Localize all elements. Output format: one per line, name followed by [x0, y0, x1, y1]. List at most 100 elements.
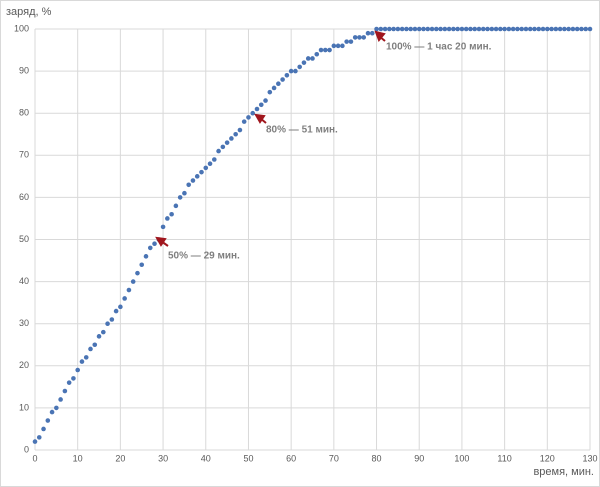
y-tick-label: 50	[19, 234, 29, 244]
x-tick-label: 110	[497, 453, 511, 463]
point	[36, 435, 42, 440]
point	[536, 26, 542, 32]
annotation: 80% — 51 мин.	[266, 125, 338, 136]
point	[378, 26, 384, 32]
point	[173, 203, 179, 209]
point	[314, 51, 320, 57]
point	[135, 270, 140, 276]
point	[476, 26, 482, 32]
annotation: 100% — 1 час 20 мин.	[386, 42, 492, 53]
point	[207, 161, 213, 167]
point	[220, 144, 226, 150]
point	[83, 355, 89, 360]
point	[58, 397, 63, 402]
point	[549, 26, 554, 32]
x-tick-label: 60	[286, 453, 296, 463]
y-tick-label: 60	[19, 192, 29, 202]
x-tick-label: 80	[372, 453, 382, 463]
points	[32, 26, 593, 444]
point	[130, 279, 136, 284]
y-tick-label: 20	[19, 360, 29, 370]
point	[485, 26, 490, 32]
x-tick-label: 10	[73, 453, 83, 463]
y-tick-label: 70	[19, 150, 29, 160]
point	[570, 26, 576, 32]
point	[553, 26, 559, 32]
point	[224, 140, 230, 145]
point	[182, 190, 187, 196]
point	[318, 47, 324, 53]
point	[557, 26, 563, 32]
point	[510, 26, 516, 32]
point	[301, 60, 307, 65]
point	[421, 26, 426, 32]
point	[416, 26, 422, 32]
y-tick-label: 90	[19, 65, 29, 75]
point	[352, 35, 358, 40]
x-tick-label: 120	[540, 453, 555, 463]
point	[293, 68, 298, 74]
y-tick-label: 100	[14, 23, 29, 33]
point	[583, 26, 589, 32]
point	[241, 119, 247, 124]
point	[579, 26, 584, 32]
point	[280, 77, 285, 82]
point	[177, 195, 183, 200]
point	[399, 26, 405, 32]
x-tick-label: 100	[454, 453, 469, 463]
point	[574, 26, 580, 32]
point	[113, 308, 119, 314]
y-tick-label: 0	[24, 444, 29, 454]
point	[532, 26, 537, 32]
point	[297, 64, 302, 70]
point	[32, 439, 38, 444]
point	[408, 26, 413, 32]
point	[194, 174, 200, 179]
point	[442, 26, 448, 32]
point	[545, 26, 550, 32]
point	[212, 157, 217, 162]
point	[250, 110, 256, 116]
point	[258, 102, 264, 108]
point	[310, 56, 315, 61]
point	[105, 321, 110, 327]
point	[451, 26, 456, 32]
point	[54, 405, 59, 411]
point	[463, 26, 469, 32]
point	[186, 182, 191, 188]
point	[357, 35, 362, 40]
point	[391, 26, 396, 32]
point	[562, 26, 567, 32]
point	[101, 329, 106, 335]
point	[109, 317, 115, 322]
point	[387, 26, 392, 32]
point	[540, 26, 546, 32]
y-tick-label: 30	[19, 318, 29, 328]
point	[267, 89, 273, 95]
point	[361, 35, 367, 40]
y-axis-title: заряд, %	[6, 6, 52, 18]
point	[284, 73, 290, 78]
point	[455, 26, 460, 32]
point	[276, 81, 281, 87]
y-tick-label: 80	[19, 108, 29, 118]
point	[271, 85, 277, 91]
arrow-head	[254, 113, 266, 124]
point	[566, 26, 571, 32]
point	[438, 26, 443, 32]
point	[506, 26, 512, 32]
point	[75, 367, 80, 373]
point	[152, 241, 157, 247]
point	[254, 106, 260, 112]
x-tick-label: 0	[32, 453, 37, 463]
grid: 0 10 20 30 40 50 60 70 80 90 100 0 10 20 30 40 50 60 70 80 9…	[14, 23, 598, 463]
point	[92, 342, 98, 348]
point	[66, 380, 72, 385]
point	[126, 287, 132, 293]
arrows	[155, 30, 386, 247]
point	[263, 98, 268, 103]
point	[79, 359, 85, 364]
